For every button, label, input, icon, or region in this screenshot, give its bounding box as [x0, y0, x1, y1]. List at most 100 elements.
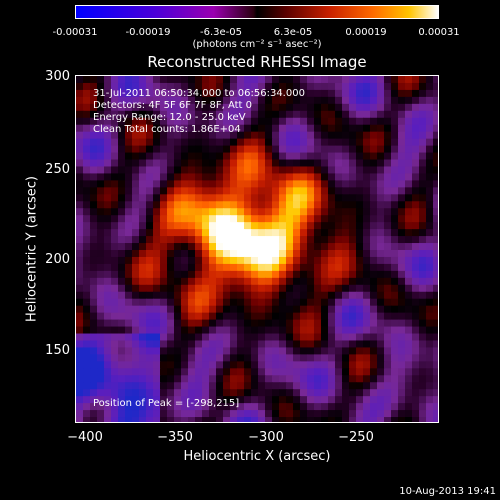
heatmap-cell: [335, 208, 343, 216]
heatmap-cell: [286, 89, 294, 98]
heatmap-cell: [370, 382, 378, 390]
heatmap-cell: [111, 110, 119, 119]
heatmap-cell: [181, 236, 189, 244]
heatmap-cell: [321, 96, 329, 105]
heatmap-cell: [118, 208, 126, 216]
heatmap-cell: [307, 319, 315, 328]
heatmap-cell: [188, 298, 196, 307]
heatmap-cell: [111, 152, 119, 161]
heatmap-cell: [153, 110, 161, 119]
heatmap-cell: [244, 326, 252, 335]
heatmap-cell: [237, 382, 245, 390]
heatmap-cell: [132, 263, 140, 272]
heatmap-cell: [237, 284, 245, 293]
heatmap-cell: [223, 263, 231, 272]
heatmap-cell: [202, 368, 210, 376]
heatmap-cell: [349, 305, 357, 314]
heatmap-cell: [356, 305, 364, 314]
heatmap-cell: [265, 340, 273, 349]
heatmap-cell: [188, 138, 196, 147]
heatmap-cell: [181, 159, 189, 168]
heatmap-cell: [132, 208, 140, 216]
heatmap-cell: [118, 319, 126, 328]
heatmap-cell: [209, 256, 217, 265]
y-tick-label: 200: [45, 252, 70, 267]
heatmap-cell: [104, 110, 112, 119]
heatmap-cell: [412, 173, 420, 181]
heatmap-cell: [279, 319, 287, 328]
heatmap-cell: [349, 117, 357, 126]
heatmap-cell: [118, 76, 126, 84]
heatmap-cell: [370, 201, 378, 209]
heatmap-cell: [377, 229, 385, 237]
heatmap-cell: [237, 82, 245, 91]
heatmap-cell: [293, 319, 301, 328]
heatmap-cell: [419, 298, 427, 307]
heatmap-cell: [118, 263, 126, 272]
heatmap-cell: [146, 76, 154, 84]
heatmap-cell: [349, 89, 357, 98]
heatmap-cell: [363, 382, 371, 390]
heatmap-cell: [433, 417, 438, 422]
heatmap-cell: [349, 333, 357, 342]
heatmap-cell: [433, 236, 438, 244]
heatmap-cell: [398, 270, 406, 279]
heatmap-cell: [90, 340, 98, 349]
heatmap-cell: [342, 243, 350, 251]
heatmap-cell: [90, 96, 98, 105]
heatmap-cell: [216, 263, 224, 272]
heatmap-cell: [272, 180, 280, 188]
heatmap-cell: [118, 389, 126, 397]
heatmap-cell: [174, 173, 182, 181]
heatmap-cell: [363, 263, 371, 272]
heatmap-cell: [132, 173, 140, 181]
heatmap-cell: [328, 159, 336, 168]
heatmap-cell: [314, 326, 322, 335]
heatmap-cell: [342, 89, 350, 98]
heatmap-cell: [146, 82, 154, 91]
heatmap-cell: [258, 229, 266, 237]
heatmap-cell: [111, 222, 119, 230]
heatmap-cell: [216, 312, 224, 321]
heatmap-cell: [279, 263, 287, 272]
heatmap-cell: [363, 208, 371, 216]
heatmap-cell: [384, 173, 392, 181]
heatmap-cell: [111, 187, 119, 195]
heatmap-cell: [195, 194, 203, 202]
heatmap-cell: [377, 89, 385, 98]
heatmap-cell: [300, 138, 308, 147]
heatmap-cell: [76, 277, 84, 286]
heatmap-cell: [349, 96, 357, 105]
heatmap-cell: [363, 361, 371, 369]
heatmap-cell: [349, 131, 357, 140]
heatmap-cell: [251, 110, 259, 119]
heatmap-cell: [125, 250, 133, 258]
heatmap-cell: [181, 215, 189, 223]
heatmap-cell: [272, 263, 280, 272]
heatmap-cell: [125, 382, 133, 390]
heatmap-cell: [272, 166, 280, 175]
heatmap-cell: [216, 333, 224, 342]
heatmap-cell: [426, 340, 434, 349]
heatmap-cell: [405, 145, 413, 154]
heatmap-cell: [209, 159, 217, 168]
heatmap-cell: [258, 319, 266, 328]
heatmap-cell: [370, 117, 378, 126]
heatmap-cell: [293, 152, 301, 161]
heatmap-cell: [104, 180, 112, 188]
heatmap-cell: [363, 76, 371, 84]
heatmap-cell: [377, 131, 385, 140]
heatmap-cell: [216, 319, 224, 328]
heatmap-cell: [139, 243, 147, 251]
heatmap-cell: [132, 124, 140, 133]
heatmap-cell: [426, 180, 434, 188]
heatmap-cell: [97, 131, 105, 140]
heatmap-cell: [251, 396, 259, 404]
heatmap-cell: [132, 201, 140, 209]
heatmap-cell: [398, 410, 406, 418]
heatmap-cell: [335, 361, 343, 369]
heatmap-cell: [188, 347, 196, 355]
heatmap-cell: [335, 368, 343, 376]
heatmap-cell: [391, 250, 399, 258]
heatmap-cell: [398, 89, 406, 98]
